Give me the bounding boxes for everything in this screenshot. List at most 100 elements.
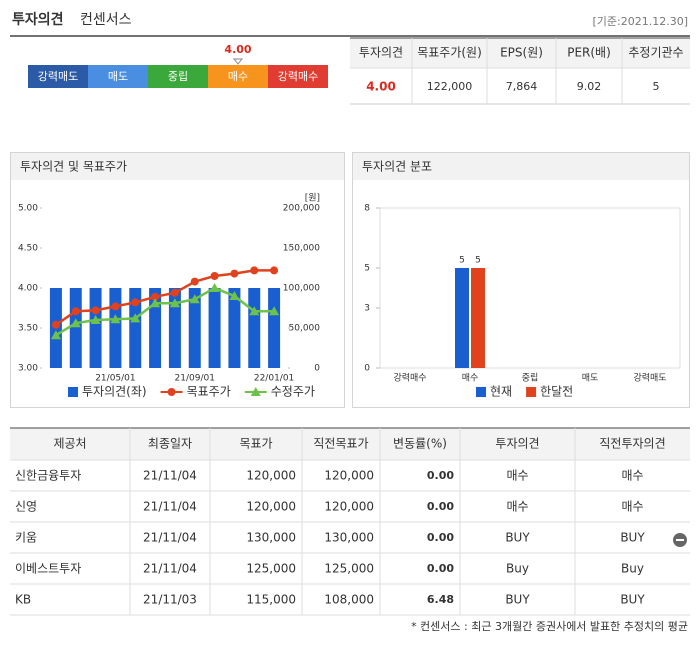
x-tick-label: 강력매도: [633, 372, 666, 384]
summary-header-bg: [350, 38, 690, 68]
chart-title: 투자의견 분포: [362, 160, 432, 174]
legend-swatch: [476, 387, 486, 397]
bar: [69, 288, 82, 368]
scale-label: 매도: [108, 70, 128, 83]
marker: [91, 306, 100, 315]
y2-unit: [원]: [305, 193, 320, 204]
table-header: 직전목표가: [313, 437, 368, 451]
scale-segment: [28, 65, 88, 88]
table-cell: 0.00: [427, 469, 454, 482]
table-cell: Buy: [506, 562, 529, 576]
table-cell: 108,000: [324, 593, 374, 607]
scale-label: 강력매수: [278, 70, 318, 83]
table-header: 제공처: [53, 437, 86, 451]
panel: [352, 152, 690, 408]
value-label: 5: [459, 256, 465, 266]
table-cell: 매수: [506, 469, 528, 483]
y2-tick-label: 150,000: [283, 244, 320, 254]
table-cell: 21/11/04: [143, 562, 197, 576]
y2-tick-label: 50,000: [289, 324, 321, 334]
marker: [111, 302, 120, 311]
table-cell: 125,000: [324, 562, 374, 576]
marker: [50, 330, 61, 340]
panel-header: [353, 153, 689, 180]
summary-header: EPS(원): [500, 46, 543, 60]
x-tick-label: 중립: [522, 373, 539, 384]
legend-swatch: [250, 387, 261, 396]
table-cell: 120,000: [246, 500, 296, 514]
table-header: 투자의견: [495, 437, 539, 451]
y-tick-label: 3: [364, 304, 370, 314]
table-cell: BUY: [505, 593, 530, 607]
table-cell: BUY: [620, 531, 645, 545]
y2-tick-label: 200,000: [283, 204, 320, 214]
marker: [110, 314, 121, 324]
y-tick-label: 4.50: [18, 244, 38, 254]
bar: [248, 288, 261, 368]
marker: [249, 306, 260, 316]
x-tick-label: 21/05/01: [95, 374, 135, 384]
y-tick-label: 0: [364, 364, 370, 374]
marker: [150, 298, 161, 308]
legend-label: 한달전: [540, 385, 573, 399]
table-cell: 신한금융투자: [15, 469, 81, 483]
x-tick-label: 매수: [462, 373, 479, 384]
bar: [471, 268, 485, 368]
marker: [190, 277, 199, 286]
plot-frame: [379, 207, 681, 369]
chart-title: 투자의견 및 목표주가: [20, 160, 127, 174]
table-cell: BUY: [620, 593, 645, 607]
bar: [455, 268, 469, 368]
table-cell: Buy: [621, 562, 644, 576]
score-label: 4.00: [224, 43, 251, 56]
summary-header: 추정기관수: [628, 46, 683, 60]
legend-swatch: [68, 387, 78, 397]
line: [55, 269, 275, 326]
table-cell: 120,000: [324, 469, 374, 483]
x-tick-label: 22/01/01: [254, 374, 294, 384]
table-cell: 120,000: [246, 469, 296, 483]
table-cell: 매수: [621, 469, 643, 483]
table-cell: 매수: [621, 500, 643, 514]
marker: [71, 307, 80, 316]
summary-value: 122,000: [427, 80, 473, 93]
table-cell: 130,000: [324, 531, 374, 545]
score-marker: [232, 58, 244, 65]
marker: [250, 266, 259, 275]
y2-tick-label: 100,000: [283, 284, 320, 294]
legend-label: 수정주가: [271, 385, 315, 399]
summary-header: 목표주가(원): [417, 46, 482, 60]
bar: [168, 288, 181, 368]
y-tick-label: 5.00: [18, 204, 38, 214]
marker: [269, 306, 280, 316]
scale-segment: [148, 65, 208, 88]
marker: [230, 269, 239, 278]
legend-label: 현재: [490, 385, 512, 399]
table-cell: 130,000: [246, 531, 296, 545]
bar: [208, 288, 221, 368]
marker: [169, 298, 180, 308]
legend-swatch: [167, 388, 176, 396]
y-tick-label: 8: [364, 204, 370, 214]
marker: [189, 294, 200, 304]
table-header: 목표가: [239, 437, 272, 451]
scale-label: 중립: [168, 70, 188, 83]
table-header: 최종일자: [148, 437, 192, 451]
panel-header: [11, 153, 344, 180]
marker: [210, 272, 219, 280]
bar: [228, 288, 241, 368]
y2-tick-label: 0: [314, 364, 320, 374]
table-cell: 매수: [506, 500, 528, 514]
page-title: 투자의견: [12, 11, 64, 28]
table-cell: 신영: [15, 500, 37, 514]
bar: [109, 288, 122, 368]
scale-label: 매수: [228, 70, 248, 83]
table-cell: 21/11/04: [143, 469, 197, 483]
scale-label: 강력매도: [38, 70, 78, 83]
y-tick-label: 3.50: [18, 324, 38, 334]
x-tick-label: 강력매수: [393, 372, 426, 384]
marker: [170, 288, 179, 297]
table-cell: 이베스트투자: [15, 562, 81, 576]
scale-segment: [268, 65, 328, 88]
scale-segment: [208, 65, 268, 88]
